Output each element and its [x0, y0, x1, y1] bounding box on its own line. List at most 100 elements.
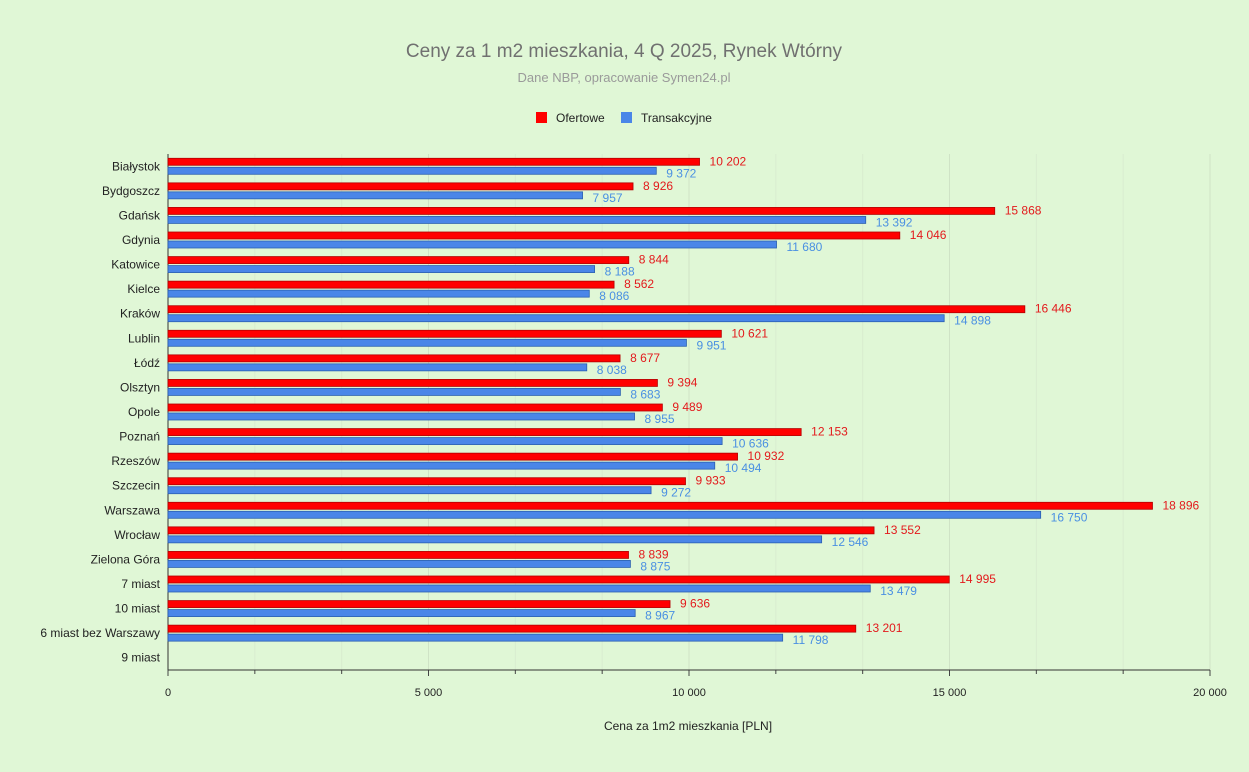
bar-ofertowe [167, 452, 738, 461]
data-label-transakcyjne: 16 750 [1051, 510, 1088, 524]
bar-transakcyjne [167, 461, 716, 470]
category-label: Gdynia [122, 233, 160, 247]
data-label-ofertowe: 9 636 [680, 597, 710, 611]
category-label: Katowice [111, 258, 160, 272]
data-label-transakcyjne: 10 636 [732, 437, 769, 451]
bar-ofertowe [167, 305, 1026, 314]
category-label: 7 miast [121, 577, 160, 591]
data-label-ofertowe: 13 552 [884, 523, 921, 537]
data-label-ofertowe: 12 153 [811, 425, 848, 439]
data-label-ofertowe: 14 046 [910, 228, 947, 242]
bar-transakcyjne [167, 216, 867, 224]
bar-transakcyjne [167, 388, 621, 396]
data-label-ofertowe: 8 562 [624, 277, 654, 291]
data-label-transakcyjne: 10 494 [725, 461, 762, 475]
data-label-ofertowe: 9 394 [667, 375, 697, 389]
bar-transakcyjne [167, 338, 687, 347]
data-label-ofertowe: 15 868 [1005, 203, 1042, 217]
legend: Ofertowe Transakcyjne [536, 111, 712, 125]
data-label-transakcyjne: 8 967 [645, 609, 675, 623]
bar-transakcyjne [167, 510, 1042, 519]
category-label: Gdańsk [119, 208, 161, 222]
bar-transakcyjne [167, 535, 823, 544]
bar-ofertowe [167, 624, 857, 633]
category-label: Poznań [119, 430, 160, 444]
category-label: Kielce [127, 282, 160, 296]
bar-transakcyjne [167, 265, 595, 273]
gridlines [167, 154, 1211, 676]
bar-ofertowe [167, 280, 615, 289]
data-label-transakcyjne: 9 272 [661, 486, 691, 500]
bars [167, 157, 1153, 642]
bar-ofertowe [167, 182, 634, 191]
category-label: Zielona Góra [91, 552, 161, 566]
data-label-ofertowe: 13 201 [866, 621, 903, 635]
bar-ofertowe [167, 477, 686, 486]
bar-transakcyjne [167, 560, 631, 568]
bar-transakcyjne [167, 289, 590, 298]
x-tick-label: 5 000 [415, 687, 443, 699]
bar-ofertowe [167, 403, 663, 412]
legend-swatch-transakcyjne [621, 112, 632, 123]
category-label: Lublin [128, 331, 160, 345]
data-label-transakcyjne: 7 957 [593, 191, 623, 205]
data-label-transakcyjne: 12 546 [832, 535, 869, 549]
x-tick-label: 0 [165, 687, 171, 699]
data-label-ofertowe: 10 621 [731, 326, 768, 340]
data-label-ofertowe: 18 896 [1162, 498, 1199, 512]
legend-swatch-ofertowe [536, 112, 547, 123]
data-label-ofertowe: 8 839 [639, 547, 669, 561]
bar-ofertowe [167, 329, 722, 338]
legend-label-transakcyjne: Transakcyjne [641, 111, 712, 125]
data-label-ofertowe: 9 933 [696, 474, 726, 488]
bar-transakcyjne [167, 633, 784, 642]
bar-transakcyjne [167, 166, 657, 175]
data-label-ofertowe: 10 932 [748, 449, 785, 463]
category-label: Kraków [120, 307, 160, 321]
data-label-transakcyjne: 13 479 [880, 584, 917, 598]
category-label: Opole [128, 405, 160, 419]
data-label-transakcyjne: 14 898 [954, 314, 991, 328]
data-label-ofertowe: 14 995 [959, 572, 996, 586]
data-label-transakcyjne: 8 875 [640, 559, 670, 573]
x-tick-label: 15 000 [933, 687, 967, 699]
bar-ofertowe [167, 600, 671, 608]
data-label-transakcyjne: 8 955 [645, 412, 675, 426]
data-label-transakcyjne: 9 951 [696, 338, 726, 352]
bar-transakcyjne [167, 240, 777, 249]
category-label: Bydgoszcz [102, 184, 160, 198]
data-label-transakcyjne: 11 798 [793, 633, 829, 647]
bar-transakcyjne [167, 437, 723, 445]
bar-ofertowe [167, 551, 629, 559]
bar-transakcyjne [167, 314, 945, 323]
category-label: Olsztyn [120, 380, 160, 394]
data-label-ofertowe: 8 677 [630, 351, 660, 365]
bar-ofertowe [167, 354, 621, 363]
bar-transakcyjne [167, 191, 583, 200]
category-label: Rzeszów [111, 454, 160, 468]
chart-title: Ceny za 1 m2 mieszkania, 4 Q 2025, Rynek… [406, 41, 843, 62]
x-tick-labels: 0 5 000 10 000 15 000 20 000 [165, 687, 1227, 699]
data-label-ofertowe: 10 202 [710, 154, 747, 168]
bar-transakcyjne [167, 363, 588, 372]
bar-ofertowe [167, 501, 1153, 510]
bar-ofertowe [167, 207, 996, 215]
data-label-transakcyjne: 8 188 [605, 265, 635, 279]
data-label-ofertowe: 8 926 [643, 179, 673, 193]
bar-transakcyjne [167, 584, 871, 593]
bar-transakcyjne [167, 609, 636, 617]
data-label-transakcyjne: 8 086 [599, 289, 629, 303]
data-label-transakcyjne: 8 038 [597, 363, 627, 377]
data-label-ofertowe: 16 446 [1035, 302, 1072, 316]
bar-transakcyjne [167, 412, 635, 421]
bar-ofertowe [167, 231, 901, 240]
data-label-ofertowe: 9 489 [672, 400, 702, 414]
bar-ofertowe [167, 157, 700, 166]
data-label-ofertowe: 8 844 [639, 253, 669, 267]
data-label-transakcyjne: 11 680 [787, 240, 823, 254]
data-label-transakcyjne: 9 372 [666, 166, 696, 180]
category-labels: Białystok Bydgoszcz Gdańsk Gdynia Katowice Ki… [40, 159, 161, 664]
data-label-transakcyjne: 8 683 [630, 387, 660, 401]
